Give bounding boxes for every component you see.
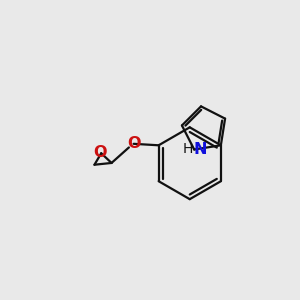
Text: O: O bbox=[127, 136, 140, 151]
Text: H: H bbox=[182, 142, 193, 156]
Text: O: O bbox=[94, 146, 107, 160]
Text: N: N bbox=[194, 142, 207, 157]
